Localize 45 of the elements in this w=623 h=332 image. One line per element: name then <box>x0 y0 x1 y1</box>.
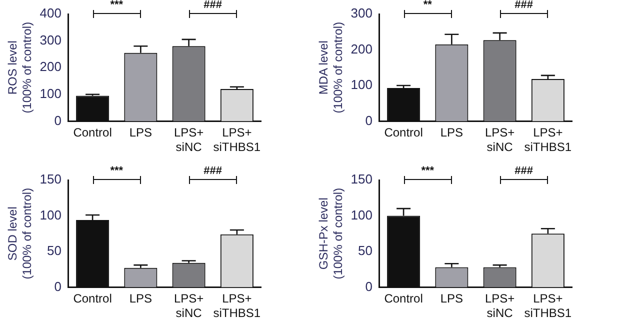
text: ### <box>204 165 222 177</box>
x-tick-label: LPS <box>129 126 152 140</box>
text: ### <box>204 0 222 11</box>
y-tick-label: 0 <box>365 112 372 128</box>
y-axis-title: GSH-Px level (100% of control) <box>316 188 345 280</box>
y-tick-label: 300 <box>40 32 62 48</box>
x-tick-label: LPS <box>440 292 464 306</box>
x-tick-label: LPS+ siNC <box>484 126 515 154</box>
x-tick-label: LPS+ siNC <box>174 126 204 154</box>
y-tick-label: 150 <box>350 172 372 187</box>
text: *** <box>110 0 124 11</box>
y-axis-title: SOD level (100% of control) <box>6 188 34 280</box>
x-tick-label: LPS+ siTHBS1 <box>213 126 261 154</box>
x-tick-label: LPS+ siNC <box>484 292 515 320</box>
y-tick-label: 100 <box>350 207 372 222</box>
x-tick-label: Control <box>384 292 423 306</box>
text: *** <box>421 165 434 177</box>
text: *** <box>110 165 124 177</box>
y-tick-label: 300 <box>350 6 372 21</box>
y-tick-label: 100 <box>350 77 372 92</box>
y-axis-title: MDA level (100% of control) <box>316 22 345 114</box>
text: ### <box>514 0 534 11</box>
y-tick-label: 200 <box>40 59 62 74</box>
y-axis-title: ROS level (100% of control) <box>6 22 34 114</box>
x-tick-label: LPS <box>440 126 464 140</box>
x-tick-label: LPS+ siTHBS1 <box>524 292 572 320</box>
x-tick-label: LPS+ siTHBS1 <box>213 292 261 320</box>
x-tick-label: Control <box>73 126 112 140</box>
y-tick-label: 0 <box>54 112 62 128</box>
x-tick-label: LPS <box>129 292 152 306</box>
x-tick-label: LPS+ siNC <box>174 292 204 320</box>
x-tick-label: Control <box>384 126 423 140</box>
y-tick-label: 100 <box>40 207 62 222</box>
y-tick-label: 400 <box>40 6 62 21</box>
text: ** <box>423 0 432 11</box>
y-tick-label: 50 <box>47 243 62 258</box>
y-tick-label: 200 <box>350 41 372 56</box>
y-tick-label: 150 <box>40 172 62 187</box>
x-tick-label: Control <box>73 292 112 306</box>
text: ### <box>514 165 534 177</box>
y-tick-label: 50 <box>358 243 372 258</box>
y-tick-label: 0 <box>54 278 62 294</box>
y-tick-label: 0 <box>365 278 372 294</box>
y-tick-label: 100 <box>40 86 62 101</box>
x-tick-label: LPS+ siTHBS1 <box>524 126 572 154</box>
